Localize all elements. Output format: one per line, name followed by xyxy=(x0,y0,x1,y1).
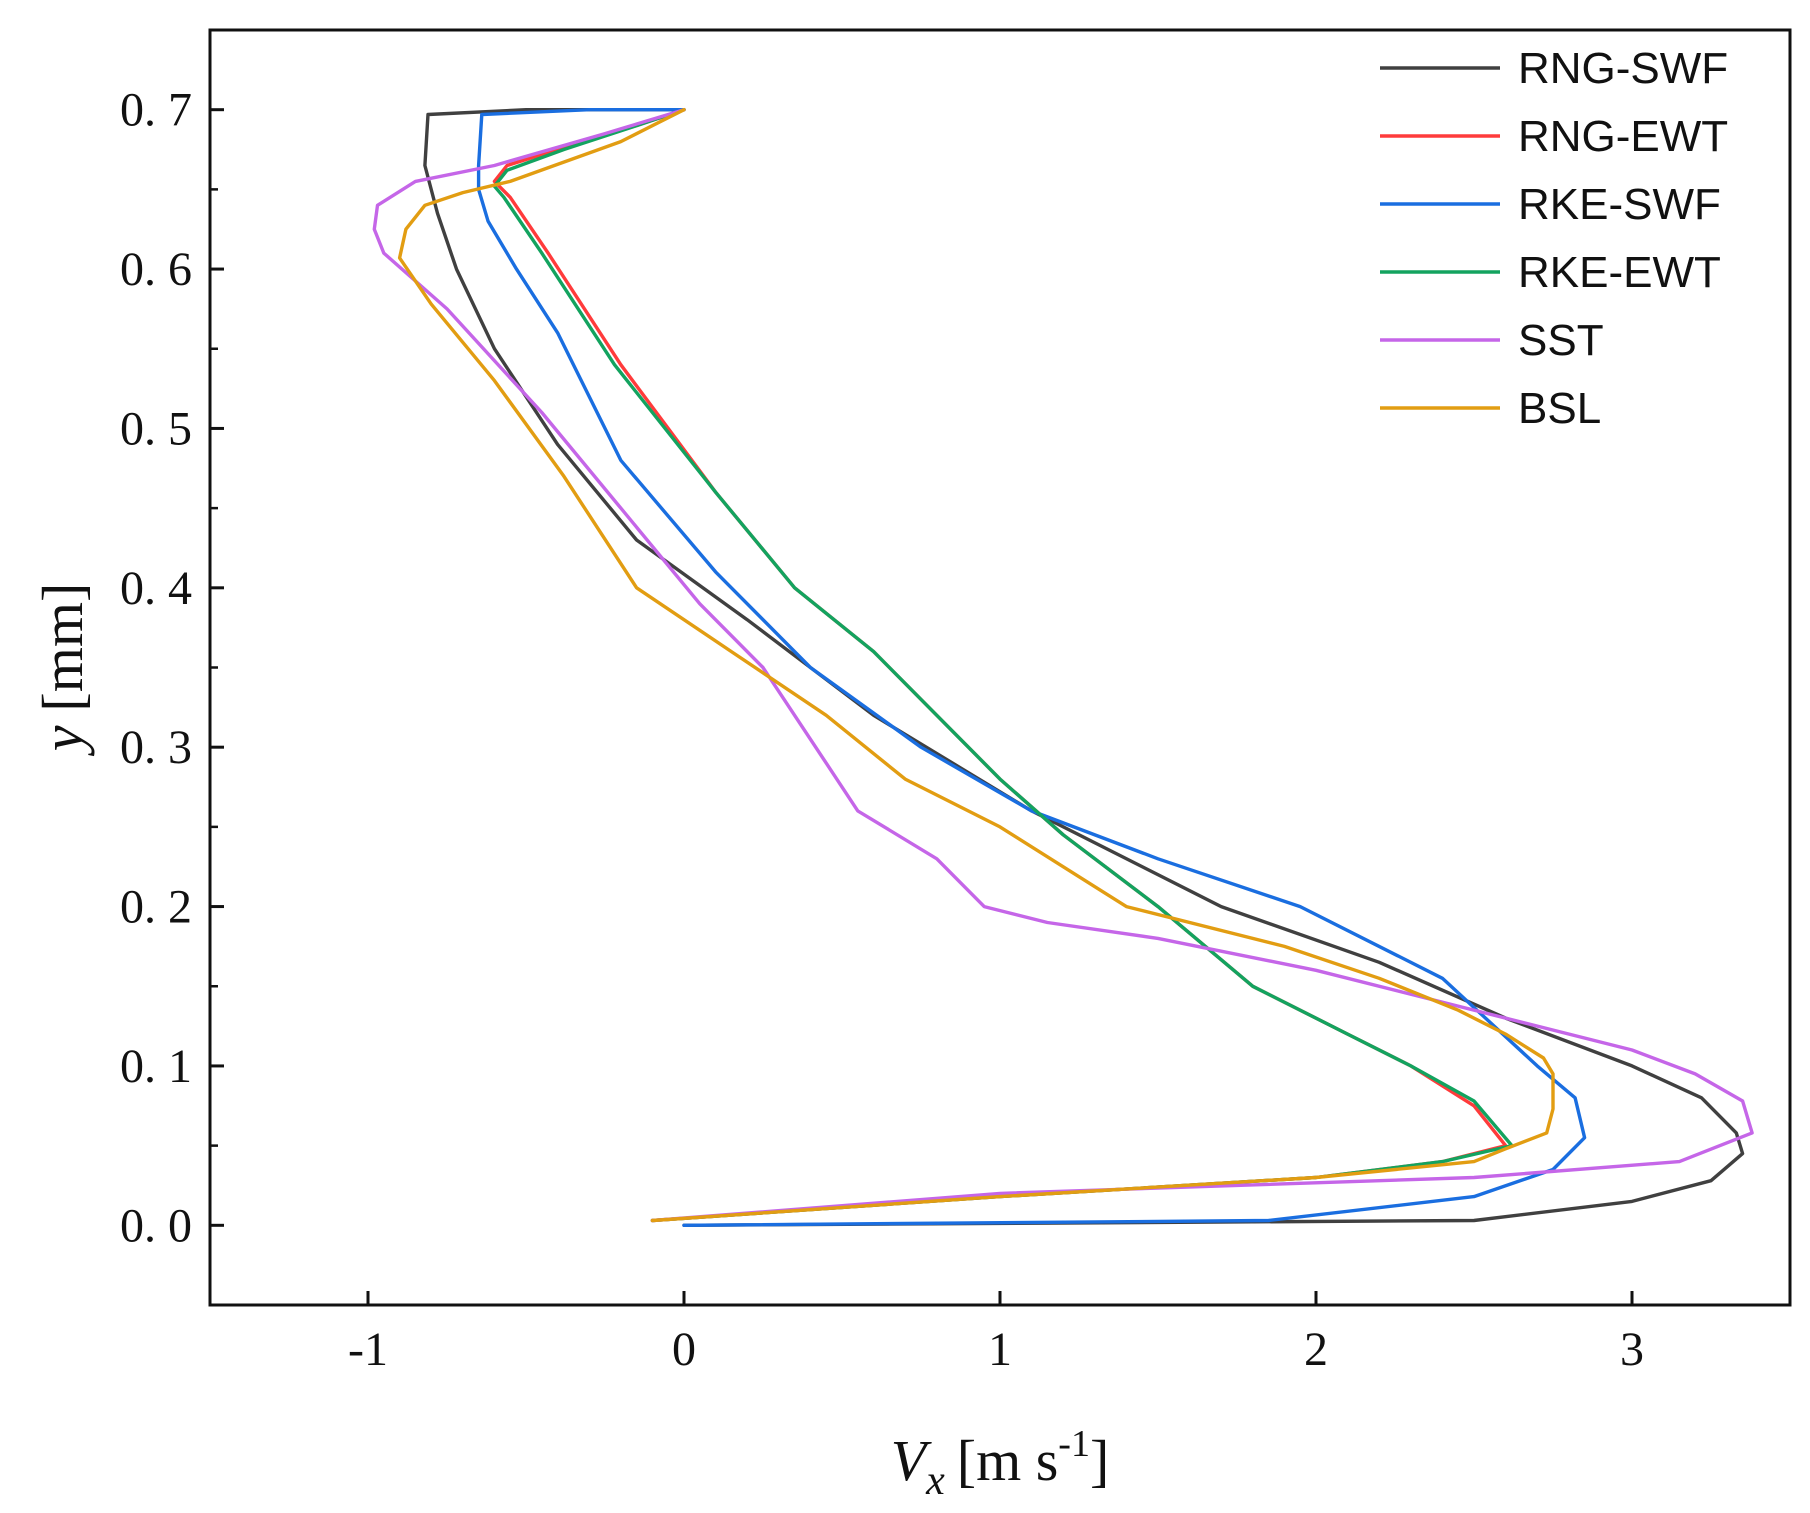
x-axis-title: Vx [m s-1] xyxy=(891,1423,1110,1504)
x-axis-units: [m s xyxy=(957,1428,1059,1493)
legend-label: RKE-EWT xyxy=(1518,248,1721,297)
series-layer xyxy=(372,107,1754,1228)
x-tick-label: 3 xyxy=(1620,1323,1644,1376)
series-line-bsl xyxy=(397,107,1555,1223)
y-tick-label: 0. 3 xyxy=(120,721,192,774)
y-axis-units: [mm] xyxy=(30,583,95,712)
x-axis-symbol: V xyxy=(891,1428,933,1493)
legend: RNG-SWF RNG-EWT RKE-SWF RKE-EWT SST BSL xyxy=(1380,44,1728,433)
y-tick-label: 0. 7 xyxy=(120,84,192,137)
series-line-rng-ewt xyxy=(492,107,1508,1223)
series-line-rke-ewt xyxy=(492,107,1514,1223)
x-axis-bracket: ] xyxy=(1090,1428,1109,1493)
y-tick-label: 0. 6 xyxy=(120,243,192,296)
legend-label: RNG-SWF xyxy=(1518,44,1728,93)
series-line-sst xyxy=(372,107,1754,1223)
y-tick-label: 0. 0 xyxy=(120,1199,192,1252)
x-axis-exponent: -1 xyxy=(1058,1423,1090,1465)
legend-label: SST xyxy=(1518,316,1604,365)
x-tick-label: -1 xyxy=(348,1323,388,1376)
y-tick-label: 0. 2 xyxy=(120,881,192,934)
y-tick-label: 0. 5 xyxy=(120,402,192,455)
legend-label: BSL xyxy=(1518,384,1601,433)
x-axis-subscript: x xyxy=(925,1458,945,1504)
x-tick-label: 1 xyxy=(988,1323,1012,1376)
y-axis: 0. 0 0. 1 0. 2 0. 3 0. 4 0. 5 0. 6 0. 7 xyxy=(120,84,224,1307)
y-tick-label: 0. 1 xyxy=(120,1040,192,1093)
x-axis: -1 0 1 2 3 xyxy=(348,1291,1644,1376)
y-axis-title: y [mm] xyxy=(30,583,95,757)
legend-label: RKE-SWF xyxy=(1518,180,1721,229)
x-tick-label: 2 xyxy=(1304,1323,1328,1376)
y-axis-symbol: y xyxy=(30,725,95,756)
x-tick-label: 0 xyxy=(672,1323,696,1376)
y-tick-label: 0. 4 xyxy=(120,562,192,615)
legend-label: RNG-EWT xyxy=(1518,112,1728,161)
series-line-rke-swf xyxy=(476,107,1587,1228)
